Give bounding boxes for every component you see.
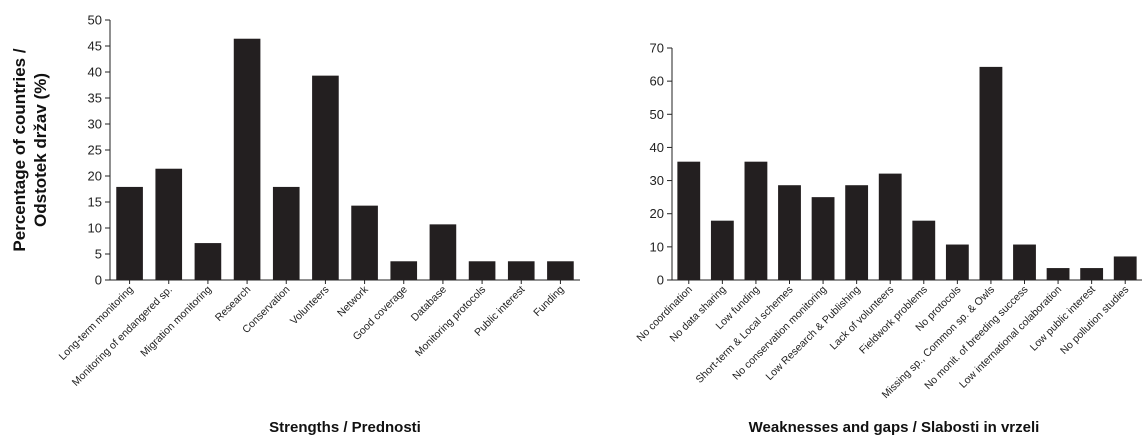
category-label: Monitoring protocols [413,284,488,359]
y-tick-label: 10 [650,239,664,254]
y-tick-label: 25 [88,143,102,158]
bar [945,244,969,280]
y-tick-label: 5 [95,247,102,262]
bar [194,243,222,280]
category-label: Long-term monitoring [57,284,136,363]
y-tick-label: 60 [650,74,664,89]
y-tick-label: 0 [657,273,664,288]
bar [912,220,936,280]
bar [351,205,378,280]
category-label: Migration monitoring [138,284,214,360]
bar [811,197,835,280]
category-label: Database [409,284,449,324]
y-tick-label: 45 [88,39,102,54]
bar [878,173,902,280]
bar [390,261,418,280]
y-axis-title-line-1: Percentage of countries / [10,48,29,251]
y-tick-label: 20 [650,206,664,221]
category-label: Funding [531,284,566,319]
y-tick-label: 40 [650,140,664,155]
bar [979,66,1003,281]
y-axis-title-line-2: Odstotek držav (%) [31,73,50,227]
y-tick-label: 70 [650,41,664,56]
y-tick-label: 10 [88,221,102,236]
bar [547,261,574,280]
bar [845,185,869,280]
category-label: Research [213,284,253,324]
bar [1080,268,1104,280]
bar [1046,268,1070,280]
bar [1013,244,1036,280]
bar [744,161,768,280]
bar [116,186,143,280]
y-tick-label: 20 [88,169,102,184]
y-tick-label: 30 [650,173,664,188]
bar [468,261,496,280]
bar [1113,256,1137,280]
bar [155,168,183,280]
y-tick-label: 40 [88,65,102,80]
strengths-chart: 0 5 10 15 20 25 30 35 40 45 50 Long-term monitoring… [57,13,580,389]
x-axis-title-strengths: Strengths / Prednosti [269,419,421,436]
y-tick-label: 0 [95,273,102,288]
bar [429,224,457,280]
bar [507,261,535,280]
x-axis-title-weaknesses: Weaknesses and gaps / Slabosti in vrzeli [749,419,1040,436]
category-label: Volunteers [288,284,332,328]
bar [272,186,300,280]
y-tick-label: 35 [88,91,102,106]
y-tick-label: 15 [88,195,102,210]
category-label: Network [335,283,371,319]
category-label: No coordination [634,284,695,345]
bar [677,161,701,280]
bar [778,185,801,280]
bar [312,75,339,280]
bar [710,220,734,280]
y-tick-label: 50 [88,13,102,28]
y-tick-label: 30 [88,117,102,132]
y-tick-label: 50 [650,107,664,122]
bar [233,38,261,280]
